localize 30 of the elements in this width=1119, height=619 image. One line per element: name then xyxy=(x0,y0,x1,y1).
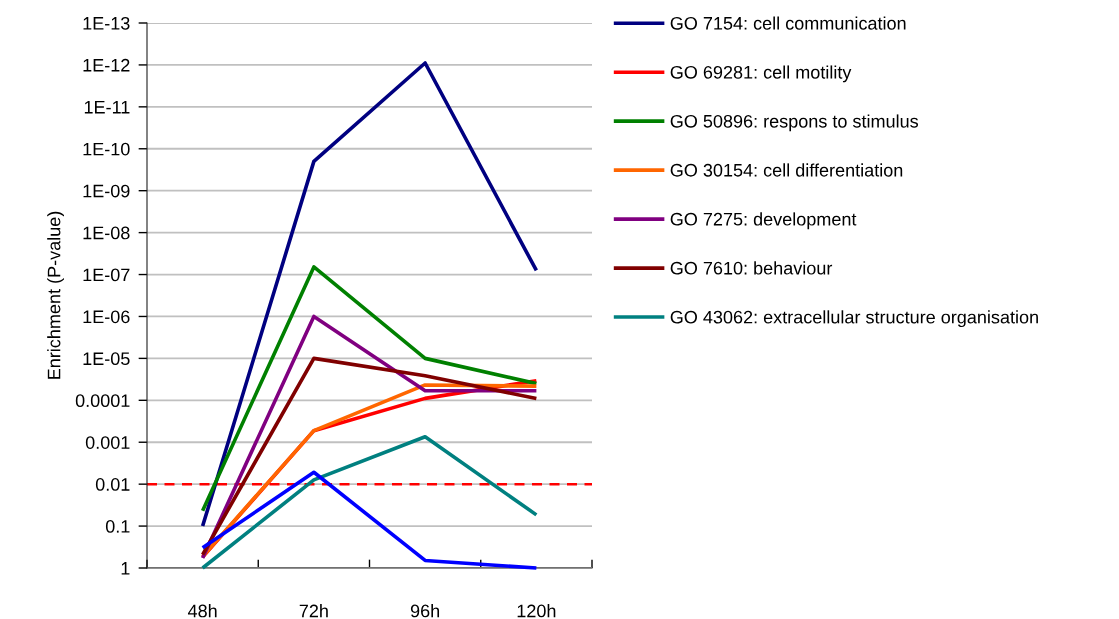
legend-label: GO 30154: cell differentiation xyxy=(670,163,903,177)
y-tick-label: 1E-05 xyxy=(83,352,130,366)
x-tick-label: 48h xyxy=(187,604,217,618)
y-tick-label: 1E-11 xyxy=(84,100,130,114)
y-tick-label: 1E-07 xyxy=(83,268,130,282)
legend-label: GO 69281: cell motility xyxy=(670,65,852,83)
legend-label: GO 7154: cell communication xyxy=(670,16,906,30)
legend-label: GO 50896: respons to stimulus xyxy=(670,114,919,132)
legend-label: GO 7610: behaviour xyxy=(670,261,833,275)
y-tick-label: 0.001 xyxy=(85,436,130,449)
x-tick-label: 72h xyxy=(299,604,328,618)
x-tick-label: 120h xyxy=(517,604,556,618)
line-series xyxy=(200,265,539,513)
line-series xyxy=(200,434,539,570)
y-tick-label: 1E-13 xyxy=(83,16,130,30)
y-tick-label: 0.0001 xyxy=(75,394,130,408)
y-tick-label: 1E-10 xyxy=(83,142,130,156)
y-tick-label: 0.1 xyxy=(105,520,130,533)
y-axis-title: Enrichment (P-value) xyxy=(47,211,64,379)
y-tick-label: 0.01 xyxy=(95,478,130,491)
legend-label: GO 43062: extracellular structure organisation xyxy=(670,310,1038,328)
line-series xyxy=(200,470,539,570)
legend-label: GO 7275: development xyxy=(670,212,857,230)
y-tick-label: 1E-09 xyxy=(83,184,130,198)
y-tick-label: 1 xyxy=(121,562,130,575)
y-tick-label: 1E-08 xyxy=(83,226,130,240)
line-series xyxy=(200,61,539,528)
y-tick-label: 1E-06 xyxy=(83,310,130,324)
y-tick-label: 1E-12 xyxy=(83,58,130,72)
x-tick-label: 96h xyxy=(410,604,440,618)
